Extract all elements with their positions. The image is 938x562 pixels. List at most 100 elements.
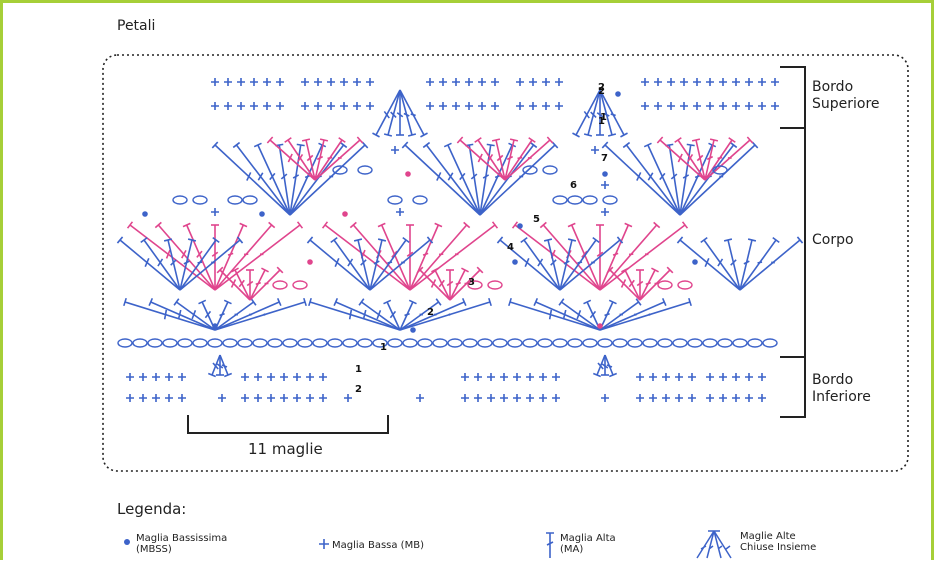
plus-stitch [487, 394, 495, 402]
step-number: 6 [570, 180, 577, 191]
stitch-bar [590, 111, 597, 119]
plus-stitch [327, 102, 335, 110]
stitch-bar [612, 252, 619, 256]
stitch-bar [362, 309, 367, 320]
plus-stitch [452, 102, 460, 110]
plus-stitch [500, 373, 508, 381]
stitch-bar [212, 362, 219, 370]
stitch-bar [287, 153, 293, 163]
stitch-bar [348, 309, 353, 320]
plus-stitch [465, 102, 473, 110]
stitch-bar [216, 363, 224, 369]
stitch-top [546, 136, 554, 144]
tall-stitch [449, 269, 481, 301]
tall-stitch [468, 144, 481, 216]
plus-stitch [254, 373, 262, 381]
chain-loop [492, 338, 508, 348]
stitch-bar [430, 279, 437, 288]
plus-stitch [719, 102, 727, 110]
stitch-bar [383, 110, 390, 119]
tall-stitch [523, 239, 561, 291]
chain-loop [207, 338, 223, 348]
plus-stitch [224, 78, 232, 86]
plus-stitch [211, 102, 219, 110]
stitch-top [443, 142, 452, 148]
chain-loop [387, 195, 403, 205]
chain-loop [192, 338, 208, 348]
stitch-bar [636, 280, 644, 287]
plus-stitch [474, 394, 482, 402]
stitch-bar [517, 156, 523, 160]
stitch-top [383, 299, 392, 305]
legend-label-cluster: Maglie Alte Chiuse Insieme [740, 531, 817, 553]
plus-stitch [487, 373, 495, 381]
plus-stitch [254, 394, 262, 402]
tall-stitch [386, 301, 401, 331]
stitch-top [486, 143, 495, 147]
plus-stitch [237, 78, 245, 86]
stitch-top [511, 221, 519, 229]
chain-loop [252, 338, 268, 348]
plus-stitch [649, 394, 657, 402]
stitch-bar [717, 258, 724, 267]
stitch-top [232, 141, 241, 149]
stitch-bar [410, 113, 416, 117]
tall-stitch [704, 139, 751, 181]
plus-stitch [461, 373, 469, 381]
tall-stitch [434, 269, 451, 301]
stitch-bar [682, 174, 690, 179]
chain-loop [677, 280, 693, 290]
tall-stitch [360, 301, 401, 331]
slip-stitch-dot [307, 259, 313, 265]
stitch-bar [144, 258, 150, 267]
tall-stitch [499, 239, 561, 291]
stitch-bar [636, 172, 642, 181]
chain-loop [567, 195, 583, 205]
plus-stitch [306, 394, 314, 402]
plus-stitch [732, 394, 740, 402]
stitch-top [223, 372, 233, 378]
plus-stitch [178, 394, 186, 402]
tall-stitch [459, 139, 506, 181]
chain-loop [597, 338, 613, 348]
stitch-top [620, 132, 628, 138]
stitch-top [592, 237, 600, 243]
stitch-top [686, 143, 695, 147]
chain-loop [612, 338, 628, 348]
chain-loop [552, 338, 568, 348]
tall-stitch [559, 239, 573, 291]
stitch-bar [438, 279, 445, 288]
stitch-top [349, 221, 357, 229]
stitch-bar [455, 281, 461, 286]
plus-stitch [165, 373, 173, 381]
stitch-top [308, 297, 312, 307]
stitch-top [361, 141, 369, 149]
plus-stitch [529, 78, 537, 86]
plus-stitch [516, 78, 524, 86]
plus-stitch [667, 78, 675, 86]
stitch-bar [230, 279, 237, 288]
chain-loop [147, 338, 163, 348]
stitch-top [231, 267, 239, 273]
stitch-bar [581, 250, 588, 258]
stitch-bar [597, 362, 604, 370]
step-number: 2 [355, 384, 362, 395]
stitch-bar [327, 156, 333, 160]
tall-stitch [214, 144, 291, 216]
step-number: 7 [601, 153, 608, 164]
tall-stitch [599, 301, 640, 331]
tall-stitch [704, 139, 715, 181]
plus-stitch [319, 394, 327, 402]
stitch-top [303, 297, 307, 307]
slip-stitch-dot [142, 211, 148, 217]
tall-stitch [124, 301, 216, 331]
plus-stitch [280, 394, 288, 402]
stitch-bar [677, 153, 683, 163]
plus-stitch [706, 394, 714, 402]
tall-stitch [542, 224, 601, 291]
stitch-top [353, 238, 363, 242]
tall-stitch [599, 224, 630, 291]
tall-stitch [695, 139, 706, 181]
stitch-bar [687, 153, 694, 163]
